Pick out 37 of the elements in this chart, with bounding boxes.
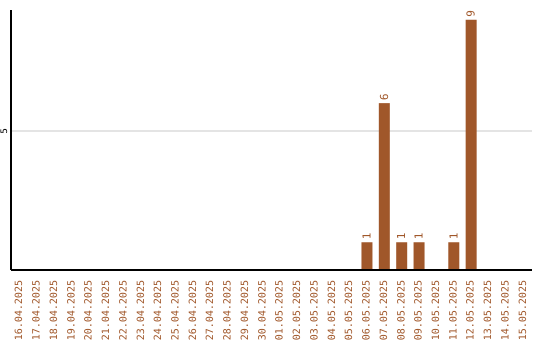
data-label: 1 <box>360 232 374 240</box>
x-tick-label: 13.05.2025 <box>483 280 494 340</box>
x-tick-label: 29.04.2025 <box>240 280 251 340</box>
x-tick-label: 16.04.2025 <box>14 280 26 340</box>
x-tick-label: 10.05.2025 <box>430 280 442 340</box>
x-tick-label: 02.05.2025 <box>292 280 304 340</box>
x-tick-label: 26.04.2025 <box>188 280 199 340</box>
x-tick-label: 30.04.2025 <box>257 280 268 340</box>
y-tick-label: 5 <box>0 128 10 134</box>
data-label: 6 <box>378 94 391 100</box>
x-tick-label: 23.04.2025 <box>136 280 147 340</box>
x-tick-label: 27.04.2025 <box>205 280 216 340</box>
x-tick-label: 09.05.2025 <box>414 280 425 340</box>
data-label: 1 <box>395 232 408 240</box>
x-tick-label: 01.05.2025 <box>274 280 286 340</box>
x-tick-label: 12.05.2025 <box>466 280 477 340</box>
x-tick-label: 05.05.2025 <box>344 280 356 340</box>
x-tick-label: 15.05.2025 <box>518 280 529 340</box>
x-tick-label: 07.05.2025 <box>378 280 390 340</box>
data-label: 1 <box>447 232 460 240</box>
data-label: 9 <box>464 10 478 17</box>
x-tick-label: 04.05.2025 <box>326 280 338 340</box>
x-tick-label: 24.04.2025 <box>153 280 164 340</box>
x-tick-label: 25.04.2025 <box>170 280 182 340</box>
x-tick-label: 14.05.2025 <box>500 280 512 340</box>
x-tick-label: 21.04.2025 <box>101 280 112 340</box>
x-tick-label: 19.04.2025 <box>66 280 78 340</box>
x-tick-label: 08.05.2025 <box>396 280 408 340</box>
x-tick-label: 22.04.2025 <box>118 280 130 340</box>
x-tick-label: 11.05.2025 <box>448 280 460 340</box>
x-tick-label: 17.04.2025 <box>32 280 43 340</box>
x-tick-label: 28.04.2025 <box>222 280 234 340</box>
x-tick-label: 03.05.2025 <box>309 280 320 340</box>
x-tick-label: 20.04.2025 <box>84 280 95 340</box>
x-tick-label: 18.04.2025 <box>48 280 60 340</box>
x-tick-label: 06.05.2025 <box>362 280 373 340</box>
data-label: 1 <box>412 232 426 240</box>
